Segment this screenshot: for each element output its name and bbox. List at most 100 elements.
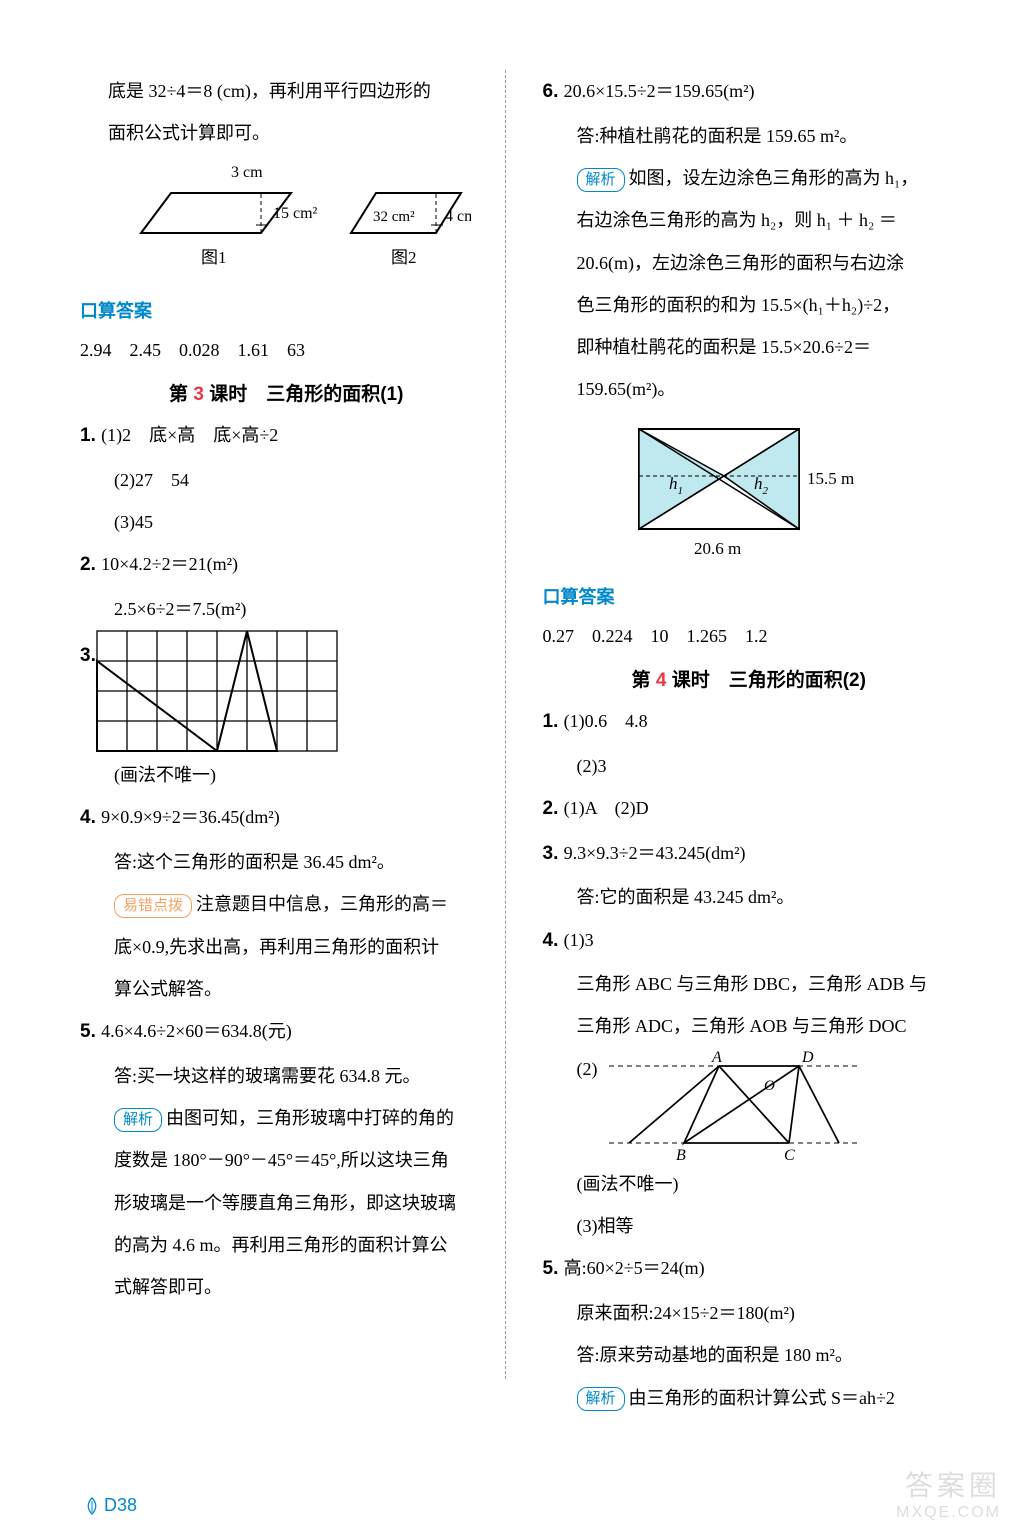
note: (画法不唯一) bbox=[543, 1163, 956, 1205]
parallelogram-1 bbox=[141, 193, 291, 233]
label: 3 cm bbox=[231, 164, 263, 181]
text: 如图，设左边涂色三角形的高为 h₁， bbox=[629, 168, 919, 188]
text: 的高为 4.6 m。再利用三角形的面积计算公 bbox=[80, 1224, 493, 1266]
text: 三角形 ADC，三角形 AOB 与三角形 DOC bbox=[543, 1005, 956, 1047]
text: 易错点拨注意题目中信息，三角形的高＝ bbox=[80, 883, 493, 925]
answer-item: 2.5×6÷2＝7.5(m²) bbox=[80, 588, 493, 630]
text: 三角形 ABC 与三角形 DBC，三角形 ADB 与 bbox=[543, 963, 956, 1005]
left-column: 底是 32÷4＝8 (cm)，再利用平行四边形的 面积公式计算即可。 3 cm … bbox=[80, 70, 493, 1419]
note: (画法不唯一) bbox=[80, 754, 493, 796]
text: 9×0.9×9÷2＝36.45(dm²) bbox=[101, 807, 280, 827]
text: 答:种植杜鹃花的面积是 159.65 m²。 bbox=[543, 115, 956, 157]
text: 9.3×9.3÷2＝43.245(dm²) bbox=[564, 843, 746, 863]
shaded-triangle-left bbox=[639, 429, 724, 529]
vertex-O: O bbox=[764, 1078, 775, 1094]
answer-item: 6. 20.6×15.5÷2＝159.65(m²) bbox=[543, 70, 956, 115]
answer-item: 1. (1)2 底×高 底×高÷2 bbox=[80, 414, 493, 459]
error-tip-tag: 易错点拨 bbox=[114, 894, 192, 918]
answer-item: (2)27 54 bbox=[80, 459, 493, 501]
text: 高:60×2÷5＝24(m) bbox=[564, 1258, 705, 1278]
label: 32 cm² bbox=[373, 209, 415, 225]
answer-item: 4. 9×0.9×9÷2＝36.45(dm²) bbox=[80, 796, 493, 841]
analysis-tag: 解析 bbox=[114, 1108, 162, 1132]
vertex-B: B bbox=[676, 1147, 686, 1163]
text: 20.6(m)，左边涂色三角形的面积与右边涂 bbox=[543, 242, 956, 284]
watermark: 答案圈 MXQE.COM bbox=[896, 1464, 1001, 1522]
caption: 图2 bbox=[391, 248, 417, 267]
caption: 图1 bbox=[201, 248, 227, 267]
text: 即种植杜鹃花的面积是 15.5×20.6÷2＝ bbox=[543, 326, 956, 368]
text: 色三角形的面积的和为 15.5×(h₁＋h₂)÷2， bbox=[543, 284, 956, 326]
vertex-D: D bbox=[801, 1049, 814, 1066]
text: (1)0.6 4.8 bbox=[564, 711, 648, 731]
grid-figure bbox=[96, 630, 340, 754]
text: 由图可知，三角形玻璃中打碎的角的 bbox=[166, 1108, 454, 1128]
text: 度数是 180°－90°－45°＝45°,所以这块三角 bbox=[80, 1139, 493, 1181]
text: 第 bbox=[632, 670, 651, 691]
figure-parallelograms: 3 cm 15 cm² 图1 32 cm² 4 cm 图2 bbox=[80, 163, 493, 283]
text: (1)A (2)D bbox=[564, 798, 649, 818]
column-divider bbox=[505, 70, 507, 1379]
answer-item: 1. (1)0.6 4.8 bbox=[543, 700, 956, 745]
answer-item: (3)45 bbox=[80, 501, 493, 543]
answer-item: (2)3 bbox=[543, 745, 956, 787]
analysis-tag: 解析 bbox=[577, 1387, 625, 1411]
text: 解析如图，设左边涂色三角形的高为 h₁， bbox=[543, 157, 956, 199]
answer-item: 3. bbox=[80, 630, 493, 754]
leaf-icon bbox=[85, 1497, 99, 1515]
text: 第 bbox=[169, 384, 188, 405]
text: 20.6×15.5÷2＝159.65(m²) bbox=[564, 81, 755, 101]
figure-crown: (2) A D B C O bbox=[543, 1048, 956, 1163]
label: 20.6 m bbox=[694, 539, 741, 558]
page-number: D38 bbox=[85, 1495, 137, 1516]
text: 课时 三角形的面积(2) bbox=[672, 670, 866, 691]
mental-math-label: 口算答案 bbox=[80, 297, 493, 323]
text: 底是 32÷4＝8 (cm)，再利用平行四边形的 bbox=[80, 70, 493, 112]
answer-item: 2. (1)A (2)D bbox=[543, 787, 956, 832]
text: 答:它的面积是 43.245 dm²。 bbox=[543, 876, 956, 918]
right-column: 6. 20.6×15.5÷2＝159.65(m²) 答:种植杜鹃花的面积是 15… bbox=[543, 70, 956, 1419]
text: 注意题目中信息，三角形的高＝ bbox=[196, 894, 448, 914]
text: (1)3 bbox=[564, 930, 594, 950]
figure-rectangle-triangles: h1 h2 15.5 m 20.6 m bbox=[543, 419, 956, 569]
answer-item: 4. (1)3 bbox=[543, 919, 956, 964]
text: 答:这个三角形的面积是 36.45 dm²。 bbox=[80, 841, 493, 883]
answer-item: 5. 高:60×2÷5＝24(m) bbox=[543, 1247, 956, 1292]
text: 10×4.2÷2＝21(m²) bbox=[101, 554, 238, 574]
label: 4 cm bbox=[445, 208, 471, 225]
text: 4.6×4.6÷2×60＝634.8(元) bbox=[101, 1021, 292, 1041]
text: 课时 三角形的面积(1) bbox=[209, 384, 403, 405]
text: 算公式解答。 bbox=[80, 968, 493, 1010]
text: 由三角形的面积计算公式 S＝ah÷2 bbox=[629, 1388, 895, 1408]
vertex-A: A bbox=[711, 1049, 722, 1066]
text: 原来面积:24×15÷2＝180(m²) bbox=[543, 1292, 956, 1334]
text: 右边涂色三角形的高为 h₂，则 h₁ ＋ h₂ ＝ bbox=[543, 199, 956, 241]
page-number-text: D38 bbox=[104, 1495, 137, 1515]
lesson-3-heading: 第 3 课时 三角形的面积(1) bbox=[80, 379, 493, 406]
label: 15 cm² bbox=[273, 205, 318, 222]
vertex-C: C bbox=[784, 1147, 795, 1163]
text: (1)2 底×高 底×高÷2 bbox=[101, 425, 278, 445]
lesson-number: 4 bbox=[656, 670, 667, 691]
lesson-4-heading: 第 4 课时 三角形的面积(2) bbox=[543, 665, 956, 692]
answer-item: 5. 4.6×4.6÷2×60＝634.8(元) bbox=[80, 1010, 493, 1055]
text: 式解答即可。 bbox=[80, 1266, 493, 1308]
answer-item: 2. 10×4.2÷2＝21(m²) bbox=[80, 543, 493, 588]
analysis-tag: 解析 bbox=[577, 168, 625, 192]
mental-math-label: 口算答案 bbox=[543, 583, 956, 609]
mental-math-values: 0.27 0.224 10 1.265 1.2 bbox=[543, 615, 956, 657]
label: 15.5 m bbox=[807, 469, 854, 488]
answer-item: 3. 9.3×9.3÷2＝43.245(dm²) bbox=[543, 832, 956, 877]
text: 答:买一块这样的玻璃需要花 634.8 元。 bbox=[80, 1055, 493, 1097]
mental-math-values: 2.94 2.45 0.028 1.61 63 bbox=[80, 329, 493, 371]
text: 底×0.9,先求出高，再利用三角形的面积计 bbox=[80, 926, 493, 968]
label: (2) bbox=[577, 1048, 598, 1090]
text: 面积公式计算即可。 bbox=[80, 112, 493, 154]
answer-item: (3)相等 bbox=[543, 1205, 956, 1247]
text: 答:原来劳动基地的面积是 180 m²。 bbox=[543, 1334, 956, 1376]
watermark-line2: MXQE.COM bbox=[896, 1504, 1001, 1522]
watermark-line1: 答案圈 bbox=[896, 1464, 1001, 1504]
text: 形玻璃是一个等腰直角三角形，即这块玻璃 bbox=[80, 1182, 493, 1224]
text: 解析由图可知，三角形玻璃中打碎的角的 bbox=[80, 1097, 493, 1139]
lesson-number: 3 bbox=[193, 384, 204, 405]
